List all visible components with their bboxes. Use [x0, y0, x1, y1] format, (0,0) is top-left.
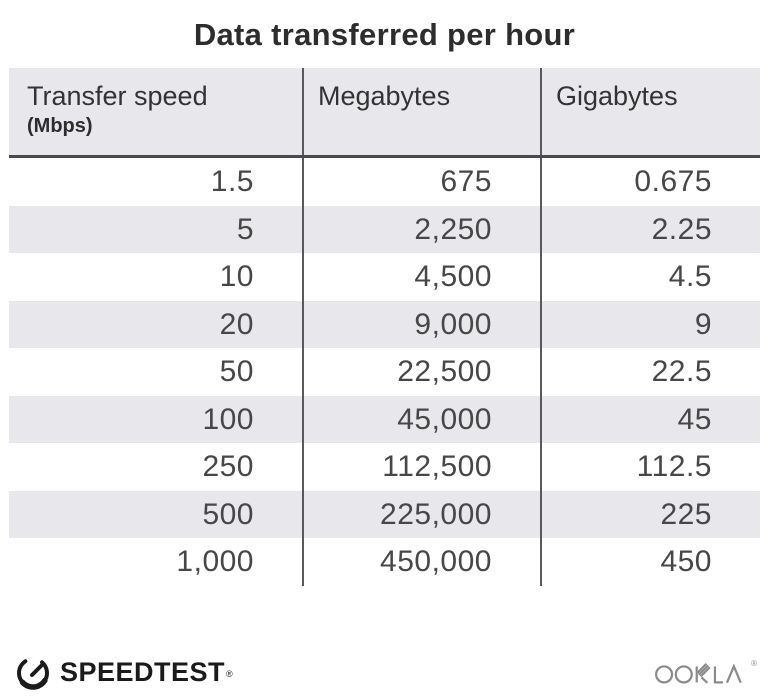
- header-unit-label: (Mbps): [27, 115, 93, 138]
- table-cell-speed: 250: [202, 450, 254, 483]
- speedtest-gauge-icon: [16, 656, 50, 690]
- header-cell-transfer-speed: Transfer speed (Mbps): [9, 68, 302, 155]
- table-cell-gigabytes: 45: [540, 395, 760, 443]
- table-cell-gigabytes: 225: [540, 490, 760, 538]
- table-row: 10 4,500 4.5: [9, 253, 760, 301]
- table-cell-speed: 50: [219, 355, 254, 388]
- table-row: 20 9,000 9: [9, 300, 760, 348]
- table-cell-speed: 20: [219, 307, 254, 341]
- table-cell-gigabytes: 450: [540, 538, 760, 586]
- table-cell-megabytes: 450,000: [302, 538, 540, 586]
- table-cell-speed: 1.5: [210, 165, 254, 198]
- table-cell-speed: 500: [202, 497, 254, 531]
- table-cell-speed: 1,000: [176, 545, 254, 578]
- table-cell-gigabytes: 0.675: [540, 158, 760, 206]
- table-cell-speed: 5: [236, 212, 254, 246]
- registered-trademark-icon: ®: [226, 669, 233, 679]
- table-cell-gigabytes: 4.5: [540, 253, 760, 301]
- table-cell-megabytes: 225,000: [302, 490, 540, 538]
- header-cell-megabytes: Megabytes: [302, 68, 540, 155]
- header-cell-gigabytes: Gigabytes: [540, 68, 760, 155]
- data-table: Transfer speed (Mbps) Megabytes Gigabyte…: [9, 68, 760, 586]
- speedtest-wordmark: SPEEDTEST: [60, 656, 226, 687]
- table-cell-gigabytes: 22.5: [540, 348, 760, 396]
- table-cell-speed: 100: [202, 402, 254, 436]
- header-label: Transfer speed: [27, 81, 208, 111]
- table-cell-speed: 10: [219, 260, 254, 293]
- table-cell-gigabytes: 9: [540, 300, 760, 348]
- table-cell-megabytes: 45,000: [302, 395, 540, 443]
- table-cell-megabytes: 2,250: [302, 205, 540, 253]
- ookla-logo: ®: [654, 658, 757, 687]
- page-title: Data transferred per hour: [193, 17, 576, 52]
- table-cell-megabytes: 4,500: [302, 253, 540, 301]
- table-header-row: Transfer speed (Mbps) Megabytes Gigabyte…: [9, 68, 760, 158]
- table-row: 100 45,000 45: [9, 395, 760, 443]
- ookla-wordmark: [655, 662, 742, 684]
- table-cell-megabytes: 22,500: [302, 348, 540, 396]
- table-row: 250 112,500 112.5: [9, 443, 760, 491]
- table-row: 1,000 450,000 450: [9, 538, 760, 586]
- table-row: 5 2,250 2.25: [9, 205, 760, 253]
- table-cell-gigabytes: 2.25: [540, 205, 760, 253]
- table-cell-gigabytes: 112.5: [540, 443, 760, 491]
- registered-trademark-icon: ®: [751, 658, 757, 668]
- table-cell-megabytes: 112,500: [302, 443, 540, 491]
- footer: SPEEDTEST ® ®: [13, 649, 757, 695]
- table-row: 500 225,000 225: [9, 490, 760, 538]
- table-cell-megabytes: 675: [302, 158, 540, 206]
- table-cell-megabytes: 9,000: [302, 300, 540, 348]
- table-row: 1.5 675 0.675: [9, 158, 760, 206]
- speedtest-logo: SPEEDTEST ®: [13, 652, 233, 692]
- table-row: 50 22,500 22.5: [9, 348, 760, 396]
